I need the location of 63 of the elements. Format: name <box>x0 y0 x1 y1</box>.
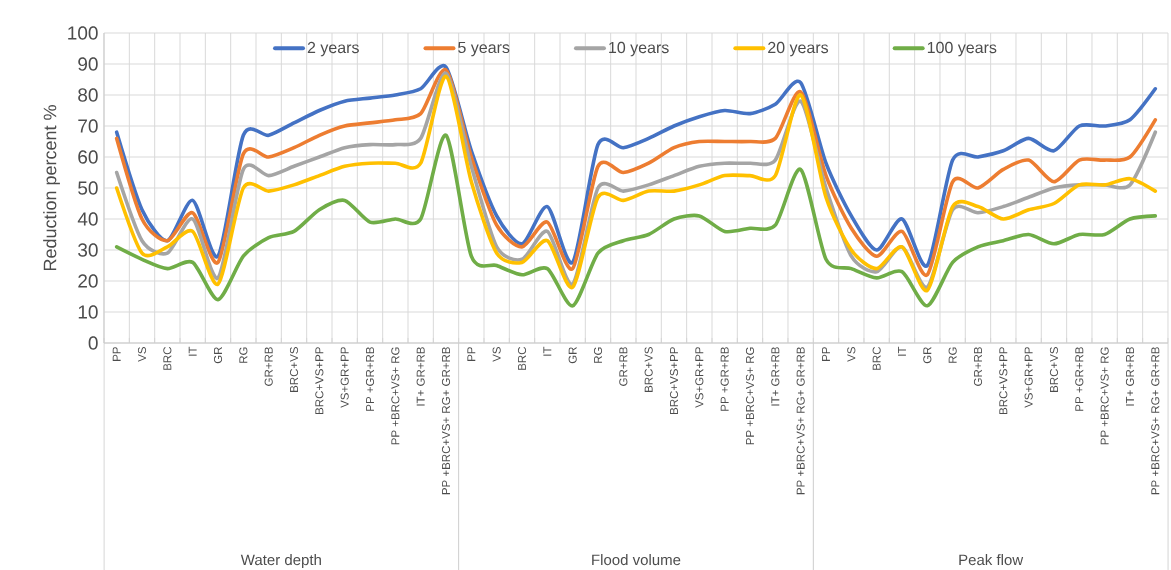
x-tick-label: BRC+VS <box>289 347 299 392</box>
legend-label: 10 years <box>609 41 669 57</box>
y-tick-label: 40 <box>77 212 98 226</box>
text: Water depth <box>240 554 321 569</box>
x-tick-label: PP <box>112 347 121 361</box>
y-tick-label: 100 <box>68 26 98 40</box>
y-tick-label: 70 <box>78 119 98 133</box>
text: Flood volume <box>592 554 681 566</box>
x-tick-label: PP +GR+RB <box>365 347 375 411</box>
x-tick-label: BRC+VS+PP <box>315 347 324 414</box>
y-axis-title: Reduction percent % <box>43 105 60 271</box>
x-tick-label: RG <box>948 347 957 363</box>
x-tick-label: IT <box>898 346 906 356</box>
y-tick-label: 80 <box>78 88 98 102</box>
x-tick-label: BRC+VS+PP <box>669 347 679 414</box>
x-tick-label: IT+ GR+RB <box>771 347 780 406</box>
y-tick-label: 20 <box>78 274 98 288</box>
y-tick-label: 90 <box>78 57 98 71</box>
x-tick-label: GR+RB <box>264 347 273 386</box>
y-tick-label: 10 <box>78 305 98 319</box>
x-tick-label: PP +BRC+VS+ RG <box>1100 347 1109 445</box>
x-tick-label: GR <box>923 347 932 364</box>
x-tick-label: GR <box>568 347 577 364</box>
legend-label: 100 years <box>927 41 997 57</box>
x-tick-label: IT <box>543 346 552 356</box>
x-tick-label: GR+RB <box>973 347 983 386</box>
y-tick-label: 0 <box>88 336 98 350</box>
text: Peak flow <box>959 554 1024 566</box>
x-tick-label: BRC+VS <box>644 347 653 392</box>
x-tick-label: PP +BRC+VS+ RG+ GR+RB <box>441 347 451 495</box>
x-tick-label: BRC <box>517 346 527 370</box>
x-tick-label: VS+GR+PP <box>340 347 349 408</box>
x-tick-label: PP +BRC+VS+ RG+ GR+RB <box>1151 347 1160 495</box>
legend-label: 5 years <box>458 41 510 57</box>
x-tick-label: VS <box>137 347 147 362</box>
x-tick-label: PP <box>822 347 830 361</box>
x-tick-label: BRC+VS <box>1049 347 1059 392</box>
x-tick-label: PP +BRC+VS+ RG <box>391 347 400 445</box>
x-tick-label: PP +GR+RB <box>1075 347 1084 411</box>
x-tick-label: RG <box>593 347 603 363</box>
x-tick-label: VS+GR+PP <box>1024 347 1033 408</box>
x-tick-label: PP +BRC+VS+ RG <box>745 347 755 445</box>
x-tick-label: VS <box>847 347 856 362</box>
x-tick-label: PP +BRC+VS+ RG+ GR+RB <box>796 347 805 495</box>
x-tick-label: IT <box>188 346 197 356</box>
x-tick-label: IT+ GR+RB <box>416 347 425 406</box>
x-tick-label: PP +GR+RB <box>720 347 729 411</box>
x-tick-label: RG <box>239 347 248 363</box>
line-series <box>114 133 1158 308</box>
x-tick-label: BRC <box>872 346 881 370</box>
x-tick-label: BRC+VS+PP <box>999 347 1008 414</box>
x-tick-label: GR <box>213 347 223 364</box>
x-tick-label: GR+RB <box>619 347 628 386</box>
y-tick-label: 60 <box>78 150 98 164</box>
y-tick-label: 50 <box>78 181 98 195</box>
x-tick-label: VS <box>492 347 501 362</box>
x-tick-label: IT+ GR+RB <box>1125 347 1135 406</box>
x-tick-label: PP <box>467 347 476 361</box>
x-tick-label: BRC <box>163 346 172 370</box>
y-tick-label: 30 <box>78 243 98 257</box>
x-tick-label: VS+GR+PP <box>695 347 704 408</box>
legend-label: 2 years <box>307 41 359 57</box>
legend-label: 20 years <box>768 41 829 57</box>
